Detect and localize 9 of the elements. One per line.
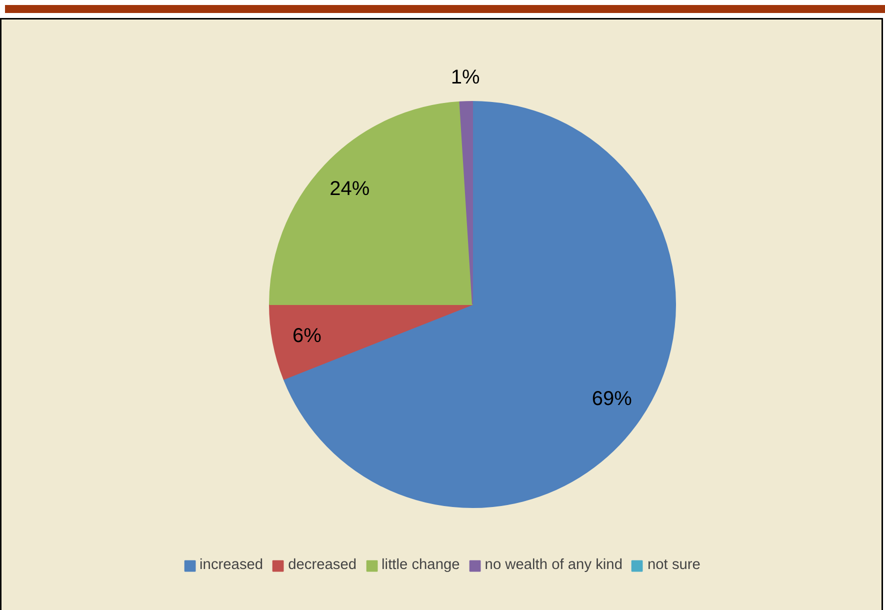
- data-label: 69%: [592, 388, 632, 410]
- legend-label: no wealth of any kind: [484, 557, 622, 573]
- legend-label: not sure: [647, 557, 700, 573]
- legend-label: increased: [200, 557, 264, 573]
- data-label: 24%: [330, 178, 370, 200]
- data-label: 1%: [450, 66, 480, 88]
- legend-label: little change: [382, 557, 460, 573]
- legend-label: decreased: [288, 557, 357, 573]
- data-label: 6%: [292, 325, 322, 348]
